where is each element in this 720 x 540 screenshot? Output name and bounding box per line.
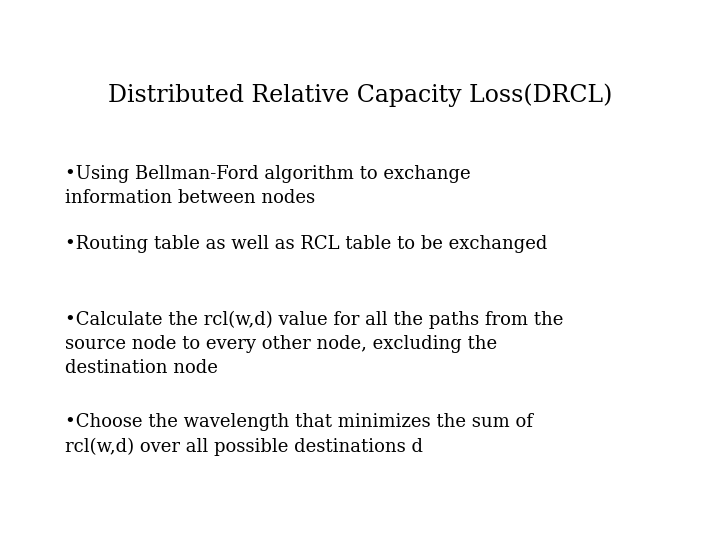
Text: •Choose the wavelength that minimizes the sum of
rcl(w,d) over all possible dest: •Choose the wavelength that minimizes th… [65, 413, 533, 456]
Text: Distributed Relative Capacity Loss(DRCL): Distributed Relative Capacity Loss(DRCL) [108, 84, 612, 107]
Text: •Calculate the rcl(w,d) value for all the paths from the
source node to every ot: •Calculate the rcl(w,d) value for all th… [65, 310, 563, 377]
Text: •Routing table as well as RCL table to be exchanged: •Routing table as well as RCL table to b… [65, 235, 547, 253]
Text: •Using Bellman-Ford algorithm to exchange
information between nodes: •Using Bellman-Ford algorithm to exchang… [65, 165, 470, 207]
